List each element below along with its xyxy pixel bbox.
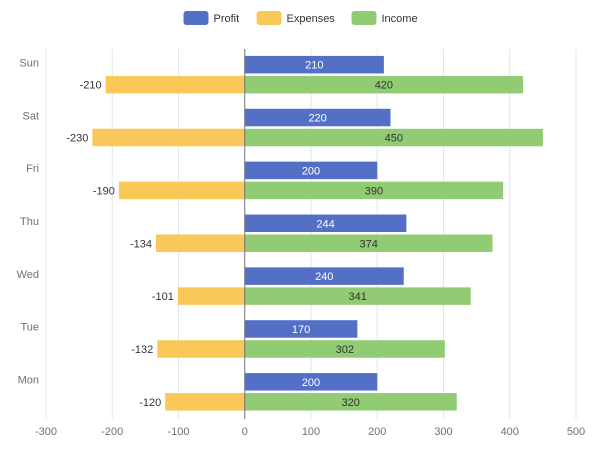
legend-swatch-income [351, 11, 377, 25]
bar-income-mon[interactable] [244, 393, 457, 411]
bar-profit-sun[interactable] [244, 55, 384, 74]
data-label-expenses-tue: -132 [131, 344, 153, 356]
data-label-profit-mon: 200 [302, 377, 320, 389]
bar-profit-sat[interactable] [244, 108, 391, 127]
bar-profit-mon[interactable] [244, 373, 378, 391]
legend-item-expenses[interactable]: Expenses [256, 11, 336, 25]
x-tick-label--300: -300 [35, 426, 57, 438]
data-label-profit-sat: 220 [308, 113, 326, 125]
data-label-income-thu: 374 [359, 238, 377, 250]
x-tick-label--100: -100 [167, 426, 189, 438]
bar-profit-fri[interactable] [244, 161, 378, 180]
data-labels: 200 -120 320 170 -132 302 240 -101 341 244 -134 374… [66, 60, 403, 409]
x-tick-label-400: 400 [501, 426, 519, 438]
x-tick-label-0: 0 [242, 426, 248, 438]
bar-income-sat[interactable] [244, 128, 543, 147]
legend-label-profit: Profit [214, 13, 240, 25]
y-category-label-thu: Thu [20, 216, 39, 228]
data-label-expenses-sat: -230 [66, 133, 88, 145]
x-tick-label-500: 500 [567, 426, 585, 438]
legend-swatch-expenses [256, 11, 282, 25]
y-category-label-sun: Sun [19, 57, 39, 69]
data-label-profit-fri: 200 [302, 165, 320, 177]
bar-income-wed[interactable] [244, 287, 471, 305]
data-label-profit-tue: 170 [292, 324, 310, 336]
data-label-expenses-sun: -210 [80, 80, 102, 92]
bar-expenses-mon[interactable] [165, 393, 245, 411]
x-tick-label--200: -200 [101, 426, 123, 438]
x-tick-label-300: 300 [434, 426, 452, 438]
bars [92, 55, 543, 411]
data-label-income-wed: 341 [349, 291, 367, 303]
data-label-profit-thu: 244 [316, 218, 334, 230]
bar-income-fri[interactable] [244, 181, 504, 200]
data-label-income-sat: 450 [385, 133, 403, 145]
data-label-expenses-thu: -134 [130, 238, 152, 250]
bar-expenses-fri[interactable] [118, 181, 245, 200]
bar-expenses-wed[interactable] [177, 287, 245, 305]
legend-item-profit[interactable]: Profit [183, 11, 240, 25]
legend-label-expenses: Expenses [287, 13, 336, 25]
data-label-income-sun: 420 [375, 80, 393, 92]
y-category-label-wed: Wed [17, 269, 39, 281]
bar-expenses-tue[interactable] [157, 340, 245, 358]
data-label-income-fri: 390 [365, 185, 383, 197]
bar-profit-wed[interactable] [244, 267, 404, 285]
y-category-label-fri: Fri [26, 163, 39, 175]
legend-swatch-profit [183, 11, 209, 25]
x-tick-label-200: 200 [368, 426, 386, 438]
data-label-profit-wed: 240 [315, 271, 333, 283]
bar-expenses-sat[interactable] [92, 128, 245, 147]
data-label-expenses-wed: -101 [152, 291, 174, 303]
y-category-label-tue: Tue [20, 322, 39, 334]
data-label-profit-sun: 210 [305, 60, 323, 72]
data-label-income-mon: 320 [342, 397, 360, 409]
bar-expenses-sun[interactable] [105, 75, 245, 94]
x-tick-label-100: 100 [302, 426, 320, 438]
legend[interactable]: Profit Expenses Income [183, 11, 418, 25]
bar-income-tue[interactable] [244, 340, 445, 358]
grid-lines [45, 49, 577, 419]
axes: -300 -200 -100 0 100 200 300 400 500 Mon Tue Wed Thu… [17, 49, 585, 438]
legend-item-income[interactable]: Income [351, 11, 418, 25]
bar-profit-tue[interactable] [244, 320, 358, 338]
bar-profit-thu[interactable] [244, 214, 407, 233]
bar-income-thu[interactable] [244, 234, 493, 253]
data-label-expenses-fri: -190 [93, 185, 115, 197]
data-label-expenses-mon: -120 [139, 397, 161, 409]
data-label-income-tue: 302 [336, 344, 354, 356]
y-category-label-sat: Sat [22, 110, 39, 122]
legend-label-income: Income [382, 13, 418, 25]
bar-income-sun[interactable] [244, 75, 523, 94]
bar-expenses-thu[interactable] [155, 234, 245, 253]
y-category-label-mon: Mon [18, 375, 39, 387]
